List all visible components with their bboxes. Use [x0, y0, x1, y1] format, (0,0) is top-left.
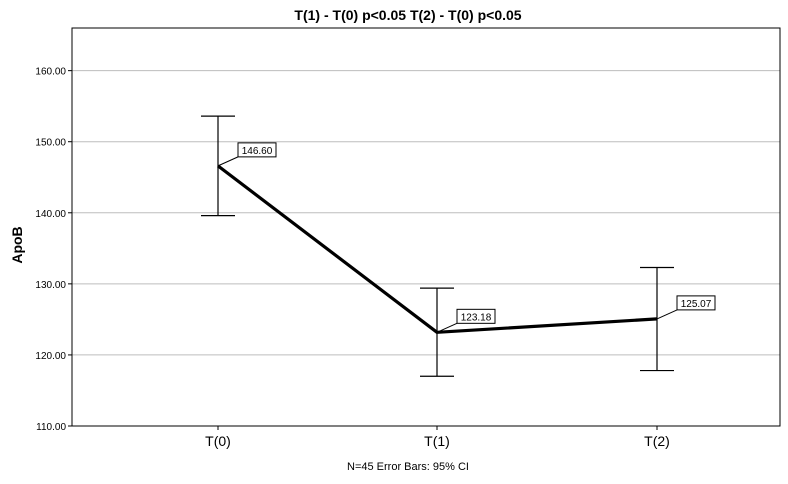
data-label-value: 125.07: [681, 299, 712, 310]
y-tick-labels: 110.00 120.00 130.00 140.00 150.00 160.00: [35, 67, 66, 433]
data-labels: 146.60 123.18 125.07: [217, 142, 716, 333]
y-tick-label: 160.00: [35, 67, 66, 78]
footnote: N=45 Error Bars: 95% CI: [347, 461, 469, 473]
y-tick-label: 120.00: [35, 351, 66, 362]
data-label: 123.18: [436, 308, 496, 333]
grid-lines: [72, 70, 780, 356]
y-tick-label: 150.00: [35, 138, 66, 149]
y-tick-label: 140.00: [35, 209, 66, 220]
axes: [68, 27, 781, 430]
chart-title: T(1) - T(0) p<0.05 T(2) - T(0) p<0.05: [294, 7, 521, 23]
x-tick-label: T(2): [644, 433, 670, 449]
data-label-value: 123.18: [461, 312, 492, 323]
y-tick-label: 110.00: [36, 422, 66, 433]
data-label: 125.07: [656, 295, 716, 320]
y-tick-label: 130.00: [35, 280, 66, 291]
plot-frame: [71, 27, 781, 427]
x-tick-labels: T(0) T(1) T(2): [205, 433, 670, 449]
data-label-value: 146.60: [242, 146, 273, 157]
y-axis-label: ApoB: [9, 226, 25, 263]
data-label: 146.60: [217, 142, 277, 167]
x-tick-label: T(1): [424, 433, 450, 449]
x-tick-label: T(0): [205, 433, 231, 449]
